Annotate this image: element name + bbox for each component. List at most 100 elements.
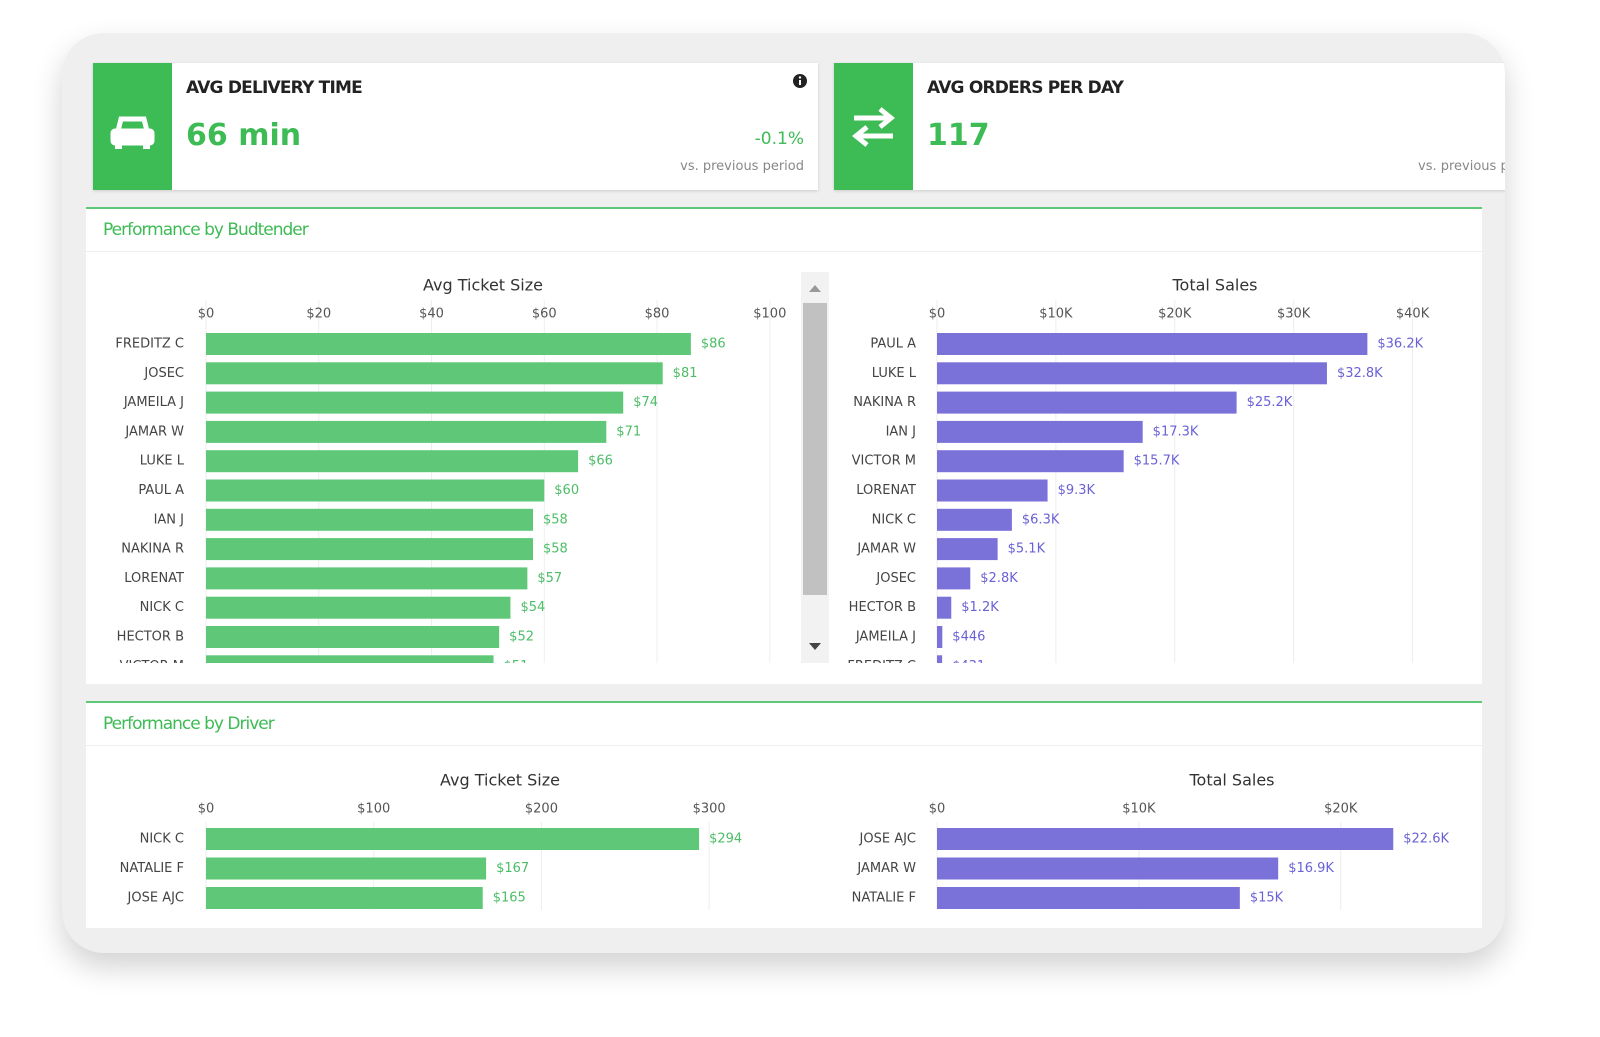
category-label: LORENAT: [856, 483, 916, 498]
value-label: $60: [554, 483, 579, 498]
category-label: JOSE AJC: [127, 891, 184, 906]
category-label: FREDITZ C: [847, 659, 916, 674]
category-label: LUKE L: [140, 454, 185, 469]
x-tick-label: $20K: [1158, 307, 1192, 322]
scrollbar[interactable]: [801, 272, 829, 663]
value-label: $9.3K: [1058, 483, 1096, 498]
chart-title: Avg Ticket Size: [423, 276, 543, 295]
bar: [937, 596, 952, 619]
card-note: vs. previous period: [680, 159, 804, 174]
bar: [206, 450, 579, 473]
x-tick-label: $0: [929, 802, 946, 817]
x-tick-label: $80: [645, 307, 670, 322]
value-label: $25.2K: [1247, 395, 1293, 410]
bar: [206, 626, 500, 648]
bar: [206, 362, 663, 385]
category-label: VICTOR M: [852, 454, 916, 469]
bar: [937, 450, 1124, 473]
category-label: JAMAR W: [856, 861, 916, 876]
bar: [937, 420, 1143, 443]
category-label: NICK C: [872, 512, 916, 527]
value-label: $6.3K: [1022, 512, 1060, 527]
bar: [206, 479, 545, 502]
value-label: $431: [952, 659, 985, 674]
category-label: LORENAT: [124, 571, 184, 586]
value-label: $71: [616, 424, 641, 439]
chart-title: Total Sales: [1188, 771, 1274, 790]
card-change: -0.1%: [754, 129, 804, 149]
value-label: $16.9K: [1288, 861, 1334, 876]
category-label: HECTOR B: [117, 630, 184, 645]
x-tick-label: $10K: [1039, 307, 1073, 322]
value-label: $58: [543, 512, 568, 527]
value-label: $52: [509, 630, 534, 645]
x-tick-label: $100: [357, 802, 390, 817]
category-label: JAMAR W: [856, 542, 916, 557]
category-label: VICTOR M: [120, 659, 184, 674]
value-label: $51: [504, 659, 529, 674]
x-tick-label: $40: [419, 307, 444, 322]
bar: [937, 655, 943, 663]
bar: [206, 333, 691, 355]
x-tick-label: $100: [753, 307, 786, 322]
bar: [206, 538, 534, 561]
category-label: LUKE L: [872, 366, 917, 381]
bar: [937, 626, 943, 648]
card-note: vs. previous period: [1418, 159, 1505, 174]
category-label: NAKINA R: [853, 395, 916, 410]
category-label: FREDITZ C: [115, 337, 184, 352]
bar: [937, 857, 1279, 880]
category-label: NAKINA R: [121, 542, 184, 557]
value-label: $54: [520, 600, 545, 615]
bar: [206, 596, 511, 619]
value-label: $17.3K: [1153, 424, 1199, 439]
x-tick-label: $20K: [1324, 802, 1358, 817]
chart-title: Total Sales: [1171, 276, 1257, 295]
value-label: $165: [493, 891, 526, 906]
section-title: Performance by Budtender: [86, 209, 1482, 252]
value-label: $36.2K: [1377, 337, 1423, 352]
category-label: IAN J: [154, 512, 184, 527]
category-label: NATALIE F: [120, 861, 184, 876]
category-label: IAN J: [886, 424, 916, 439]
category-label: JOSEC: [875, 571, 916, 586]
x-tick-label: $0: [198, 307, 215, 322]
card-title: AVG ORDERS PER DAY: [927, 78, 1124, 98]
category-label: PAUL A: [870, 337, 916, 352]
section-title: Performance by Driver: [86, 703, 1482, 746]
x-tick-label: $10K: [1122, 802, 1156, 817]
value-label: $1.2K: [961, 600, 999, 615]
card-value: 117: [927, 118, 990, 153]
bar: [937, 887, 1240, 909]
value-label: $74: [633, 395, 658, 410]
chart-title: Avg Ticket Size: [440, 771, 560, 790]
value-label: $15K: [1250, 891, 1284, 906]
swap-icon: [834, 63, 913, 190]
x-tick-label: $20: [306, 307, 331, 322]
bar: [937, 391, 1237, 414]
kpi-card: AVG ORDERS PER DAY 117 vs. previous peri…: [834, 63, 1505, 190]
x-tick-label: $60: [532, 307, 557, 322]
category-label: JOSEC: [143, 366, 184, 381]
value-label: $15.7K: [1134, 454, 1180, 469]
bar: [206, 655, 494, 663]
bar: [937, 479, 1048, 502]
car-icon: [93, 63, 172, 190]
value-label: $86: [701, 337, 726, 352]
x-tick-label: $300: [693, 802, 726, 817]
value-label: $57: [537, 571, 562, 586]
x-tick-label: $200: [525, 802, 558, 817]
category-label: JAMEILA J: [123, 395, 184, 410]
info-icon[interactable]: [792, 73, 808, 89]
card-title: AVG DELIVERY TIME: [186, 78, 363, 98]
category-label: NICK C: [140, 600, 184, 615]
bar: [206, 887, 483, 909]
bar: [937, 508, 1012, 531]
bar: [206, 391, 624, 414]
value-label: $81: [673, 366, 698, 381]
card-value: 66 min: [186, 118, 302, 153]
bar: [937, 567, 971, 590]
value-label: $5.1K: [1008, 542, 1046, 557]
bar: [206, 857, 487, 880]
bar: [937, 538, 998, 561]
